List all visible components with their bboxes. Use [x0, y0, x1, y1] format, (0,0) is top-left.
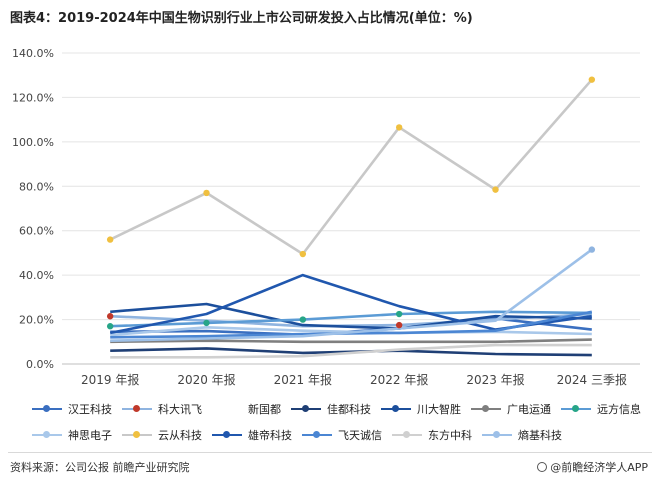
chart-title: 图表4：2019-2024年中国生物识别行业上市公司研发投入占比情况(单位：%) — [10, 11, 473, 26]
legend-item: 新国都 — [210, 401, 281, 417]
legend-swatch — [300, 430, 334, 440]
legend-swatch — [120, 404, 154, 414]
legend-label: 广电运通 — [507, 403, 551, 416]
legend-item: 川大智胜 — [379, 401, 461, 417]
legend-swatch — [30, 404, 64, 414]
footer-divider — [8, 452, 652, 453]
brand-credit: @前瞻经济学人APP — [537, 459, 648, 475]
legend-label: 雄帝科技 — [248, 429, 292, 442]
series-line — [110, 310, 592, 328]
y-tick-label: 60.0% — [19, 225, 54, 238]
legend-swatch — [559, 404, 593, 414]
y-tick-label: 40.0% — [19, 269, 54, 282]
y-tick-label: 0.0% — [26, 358, 54, 371]
legend-label: 东方中科 — [428, 429, 472, 442]
x-tick-label: 2024 三季报 — [557, 372, 627, 387]
data-point — [299, 250, 307, 258]
legend-swatch — [120, 430, 154, 440]
y-tick-label: 120.0% — [12, 91, 54, 104]
legend-row-1: 汉王科技 科大讯飞 新国都 佳都科技 川大智胜 广电运通 远方信息 — [30, 401, 649, 417]
series-line — [110, 338, 592, 344]
legend-item: 云从科技 — [120, 427, 202, 443]
legend-label: 新国都 — [248, 403, 281, 416]
data-point — [492, 186, 499, 193]
legend-swatch — [390, 430, 424, 440]
data-point — [106, 323, 114, 330]
data-point — [203, 189, 210, 197]
x-tick-label: 2023 年报 — [466, 372, 524, 387]
legend-swatch — [210, 430, 244, 440]
x-tick-label: 2020 年报 — [177, 372, 235, 387]
data-point — [395, 124, 403, 131]
data-point — [299, 316, 307, 323]
source-note: 资料来源：公司公报 前瞻产业研究院 — [10, 461, 190, 474]
series-line — [109, 78, 593, 256]
data-point — [395, 321, 403, 329]
y-tick-label: 20.0% — [19, 314, 54, 327]
legend-item: 广电运通 — [469, 401, 551, 417]
legend-label: 佳都科技 — [327, 403, 371, 416]
legend-item: 佳都科技 — [289, 401, 371, 417]
y-tick-label: 140.0% — [12, 47, 54, 60]
legend-swatch — [379, 404, 413, 414]
x-tick-label: 2019 年报 — [81, 372, 139, 387]
legend-swatch — [210, 404, 244, 414]
legend-label: 云从科技 — [158, 429, 202, 442]
legend-item: 汉王科技 — [30, 401, 112, 417]
y-tick-label: 80.0% — [19, 180, 54, 193]
legend-row-2: 神思电子 云从科技 雄帝科技 飞天诚信 东方中科 熵基科技 — [30, 427, 570, 443]
data-point — [106, 236, 114, 243]
series-line — [110, 248, 593, 342]
data-point — [588, 76, 596, 83]
series-line — [110, 302, 592, 330]
legend-swatch — [30, 430, 64, 440]
legend-item: 熵基科技 — [480, 427, 562, 443]
legend-label: 汉王科技 — [68, 403, 112, 416]
legend-item: 飞天诚信 — [300, 427, 382, 443]
legend-label: 远方信息 — [597, 403, 641, 416]
y-tick-label: 100.0% — [12, 136, 54, 149]
legend-item: 远方信息 — [559, 401, 641, 417]
legend-label: 科大讯飞 — [158, 403, 202, 416]
legend-label: 飞天诚信 — [338, 429, 382, 442]
legend-item: 东方中科 — [390, 427, 472, 443]
series-line — [110, 343, 592, 359]
data-point — [106, 313, 114, 320]
data-point — [203, 319, 210, 327]
legend-label: 川大智胜 — [417, 403, 461, 416]
data-point — [395, 310, 403, 318]
legend-item: 科大讯飞 — [120, 401, 202, 417]
legend-swatch — [469, 404, 503, 414]
x-tick-label: 2021 年报 — [274, 372, 332, 387]
brand-logo-icon — [537, 462, 548, 472]
x-tick-label: 2022 年报 — [370, 372, 428, 387]
legend-label: 熵基科技 — [518, 429, 562, 442]
legend-label: 神思电子 — [68, 429, 112, 442]
legend-item: 雄帝科技 — [210, 427, 292, 443]
line-chart: 0.0% 20.0% 40.0% 60.0% 80.0% 100.0% 120.0% 140.… — [12, 47, 640, 387]
legend-swatch — [480, 430, 514, 440]
legend-swatch — [289, 404, 323, 414]
legend-item: 神思电子 — [30, 427, 112, 443]
data-point — [588, 246, 596, 253]
brand-text: @前瞻经济学人APP — [550, 461, 648, 474]
